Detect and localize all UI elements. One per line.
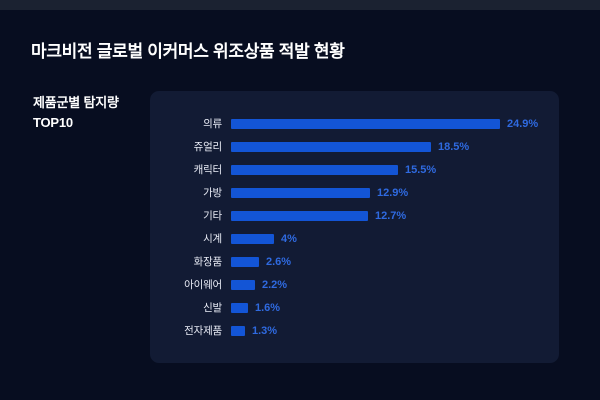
bar bbox=[231, 279, 255, 290]
category-label: 아이웨어 bbox=[184, 279, 222, 291]
bar-row: 기타 12.7% bbox=[150, 204, 559, 227]
chart-section-label: 제품군별 탐지량 TOP10 bbox=[33, 93, 119, 133]
category-label: 캐릭터 bbox=[193, 164, 223, 176]
value-label: 2.2% bbox=[262, 278, 288, 291]
bar-row: 시계 4% bbox=[150, 227, 559, 250]
value-label: 12.7% bbox=[375, 209, 407, 222]
bar bbox=[231, 233, 274, 244]
category-label: 시계 bbox=[203, 233, 222, 245]
category-label: 신발 bbox=[203, 302, 222, 314]
chart-section-label-line1: 제품군별 탐지량 bbox=[33, 95, 119, 110]
bar-chart-panel: 의류 24.9% 쥬얼리 18.5% 캐릭터 15.5% 가방 12.9% 기타 12.7% 시계 4… bbox=[150, 91, 559, 363]
bar-row: 화장품 2.6% bbox=[150, 250, 559, 273]
window-top-strip bbox=[0, 0, 600, 10]
value-label: 4% bbox=[281, 232, 297, 245]
bar bbox=[231, 256, 259, 267]
bar-row: 쥬얼리 18.5% bbox=[150, 135, 559, 158]
bar-row: 캐릭터 15.5% bbox=[150, 158, 559, 181]
bar-row: 가방 12.9% bbox=[150, 181, 559, 204]
chart-section-label-line2: TOP10 bbox=[33, 115, 73, 130]
value-label: 1.3% bbox=[252, 324, 278, 337]
value-label: 18.5% bbox=[438, 140, 470, 153]
category-label: 화장품 bbox=[193, 256, 223, 268]
value-label: 15.5% bbox=[405, 163, 437, 176]
bar bbox=[231, 118, 500, 129]
value-label: 12.9% bbox=[377, 186, 409, 199]
bar bbox=[231, 187, 370, 198]
category-label: 쥬얼리 bbox=[193, 141, 223, 153]
category-label: 의류 bbox=[203, 118, 222, 130]
bar bbox=[231, 141, 431, 152]
bar-row: 신발 1.6% bbox=[150, 296, 559, 319]
category-label: 기타 bbox=[203, 210, 222, 222]
bar bbox=[231, 302, 248, 313]
category-label: 전자제품 bbox=[184, 325, 222, 337]
value-label: 1.6% bbox=[255, 301, 281, 314]
bar-row: 전자제품 1.3% bbox=[150, 319, 559, 342]
category-label: 가방 bbox=[203, 187, 222, 199]
bar-row: 아이웨어 2.2% bbox=[150, 273, 559, 296]
bar bbox=[231, 164, 398, 175]
bar bbox=[231, 210, 368, 221]
infographic-title: 마크비전 글로벌 이커머스 위조상품 적발 현황 bbox=[31, 42, 345, 61]
bar-row: 의류 24.9% bbox=[150, 112, 559, 135]
value-label: 24.9% bbox=[507, 117, 539, 130]
bar bbox=[231, 325, 245, 336]
value-label: 2.6% bbox=[266, 255, 292, 268]
